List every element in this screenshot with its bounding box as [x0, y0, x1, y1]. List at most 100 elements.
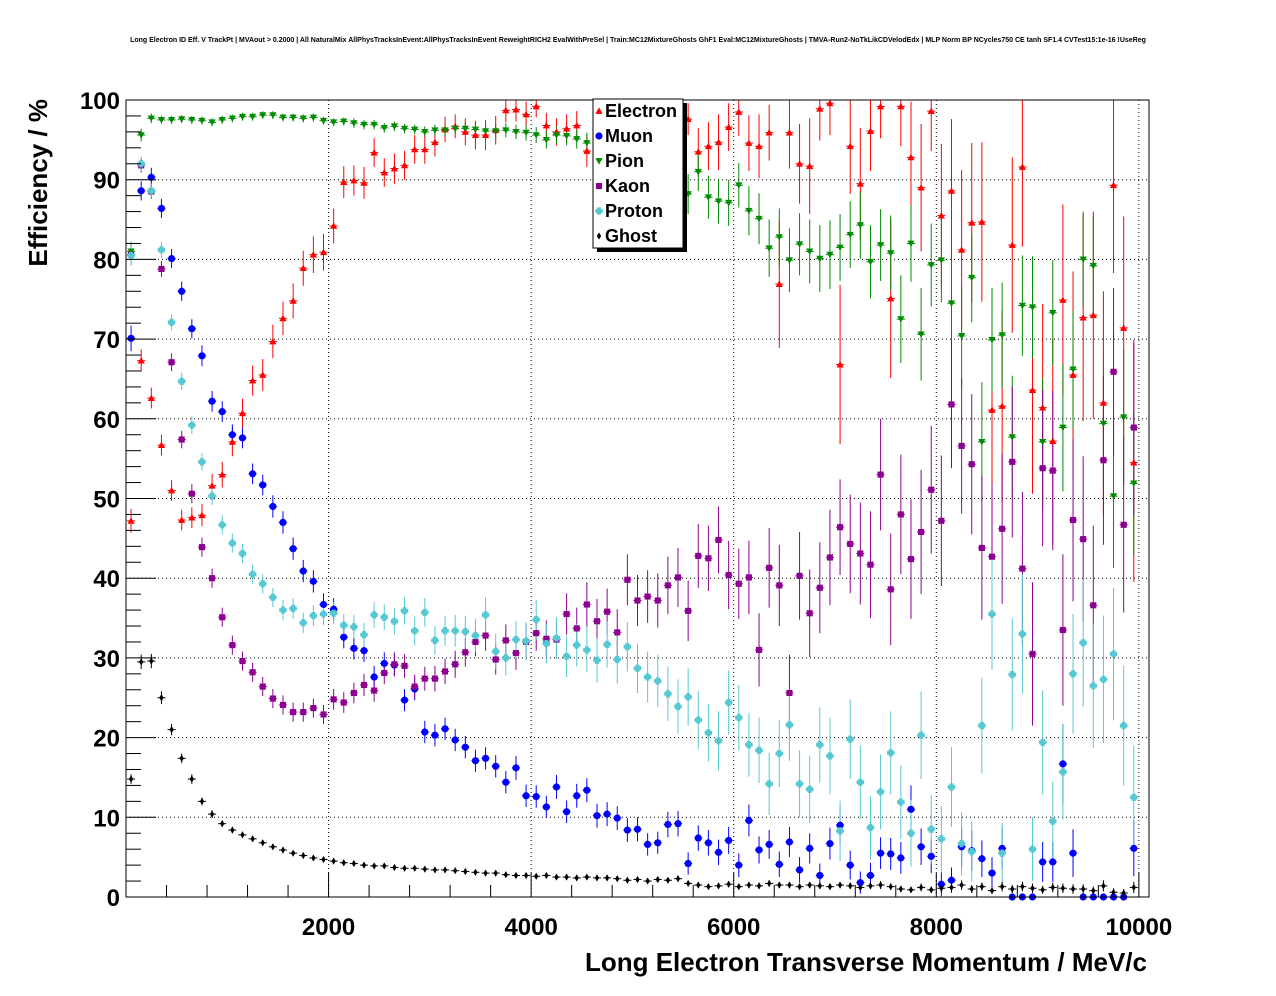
muon-point [471, 757, 480, 765]
pion-point [269, 112, 277, 119]
proton-point [674, 702, 682, 711]
kaon-point [269, 695, 276, 702]
pion-point [765, 245, 773, 252]
proton-point [633, 664, 642, 672]
kaon-point [978, 544, 985, 551]
kaon-point [918, 528, 925, 536]
pion-point [1109, 493, 1118, 500]
pion-point [441, 127, 449, 134]
electron-point [411, 145, 419, 153]
electron-point [471, 131, 480, 138]
ghost-point [929, 886, 934, 894]
proton-point [704, 729, 713, 737]
ghost-point [604, 874, 610, 882]
electron-point [785, 129, 794, 136]
proton-point [208, 492, 216, 500]
electron-point [309, 251, 317, 258]
proton-point [330, 609, 338, 617]
ghost-point [523, 871, 529, 880]
electron-point [127, 517, 135, 524]
pion-point [735, 182, 743, 189]
pion-point [471, 126, 480, 134]
kaon-point [1039, 465, 1046, 472]
muon-point [370, 673, 378, 681]
kaon-point [907, 556, 915, 563]
proton-point [1109, 650, 1118, 658]
muon-point [238, 434, 247, 442]
muon-point [846, 861, 854, 869]
pion-point [309, 114, 317, 122]
proton-point [309, 612, 317, 620]
muon-point [188, 325, 196, 333]
pion-point [542, 136, 550, 144]
kaon-point [705, 555, 712, 562]
proton-point [725, 698, 733, 707]
ghost-point [1081, 885, 1086, 893]
proton-point [532, 616, 540, 624]
electron-point [765, 129, 773, 136]
pion-point [745, 207, 753, 215]
kaon-point [239, 658, 246, 665]
ghost-point [645, 877, 650, 885]
proton-point [1008, 671, 1016, 679]
kaon-point [938, 517, 945, 524]
pion-point [806, 248, 814, 256]
ghost-point [280, 846, 286, 854]
ghost-point [432, 866, 438, 874]
ghost-point [594, 874, 600, 882]
y-axis-title: Efficiency / % [23, 99, 53, 267]
ghost-point [463, 867, 468, 876]
proton-point [917, 731, 925, 739]
pion-point [1099, 420, 1108, 428]
tick-labels: 2000 4000 6000 8000 10000 0 10 20 30 40 50 60 70 80 90… [80, 88, 1172, 941]
electron-point [299, 264, 307, 272]
electron-point [806, 162, 814, 170]
kaon-point [381, 669, 388, 677]
pion-point [1120, 414, 1128, 421]
ghost-point [149, 657, 154, 665]
kaon-point [492, 656, 499, 663]
ghost-point [736, 883, 741, 891]
proton-point [958, 840, 966, 848]
pion-point [228, 115, 236, 122]
legend-items: Electron Muon Pion Kaon Proton Ghost [595, 101, 677, 246]
y-tick-label: 20 [93, 726, 120, 753]
proton-point [755, 746, 763, 754]
ghost-point [1020, 883, 1025, 891]
electron-point [289, 297, 297, 304]
proton-point [1130, 793, 1138, 801]
muon-point [573, 792, 581, 800]
ghost-point [756, 882, 762, 890]
ghost-point [655, 875, 660, 884]
kaon-point [1019, 565, 1026, 572]
muon-point [917, 843, 925, 851]
pion-point [958, 333, 966, 340]
electron-point [512, 105, 520, 113]
proton-point [887, 749, 895, 757]
electron-point [157, 441, 166, 448]
ghost-point [139, 658, 144, 666]
ghost-point [290, 849, 296, 857]
pion-point [249, 113, 257, 121]
muon-point [644, 840, 652, 848]
kaon-point [411, 683, 418, 690]
x-tick-label: 10000 [1105, 914, 1172, 941]
pion-point [461, 125, 469, 133]
y-tick-label: 0 [107, 885, 120, 912]
electron-point [532, 102, 540, 110]
x-tick-label: 2000 [302, 914, 355, 941]
kaon-point [330, 696, 337, 703]
electron-point [522, 110, 530, 118]
electron-point [1059, 296, 1067, 303]
muon-point [633, 825, 642, 833]
ghost-point [918, 883, 924, 892]
kaon-point [1009, 458, 1016, 465]
electron-point [400, 161, 409, 169]
pion-point [390, 123, 399, 130]
pion-point [704, 194, 713, 201]
ghost-point [1050, 883, 1055, 892]
kaon-point [350, 689, 357, 697]
axis-ticks [125, 99, 1140, 898]
proton-point [988, 610, 996, 618]
electron-point [816, 105, 824, 112]
